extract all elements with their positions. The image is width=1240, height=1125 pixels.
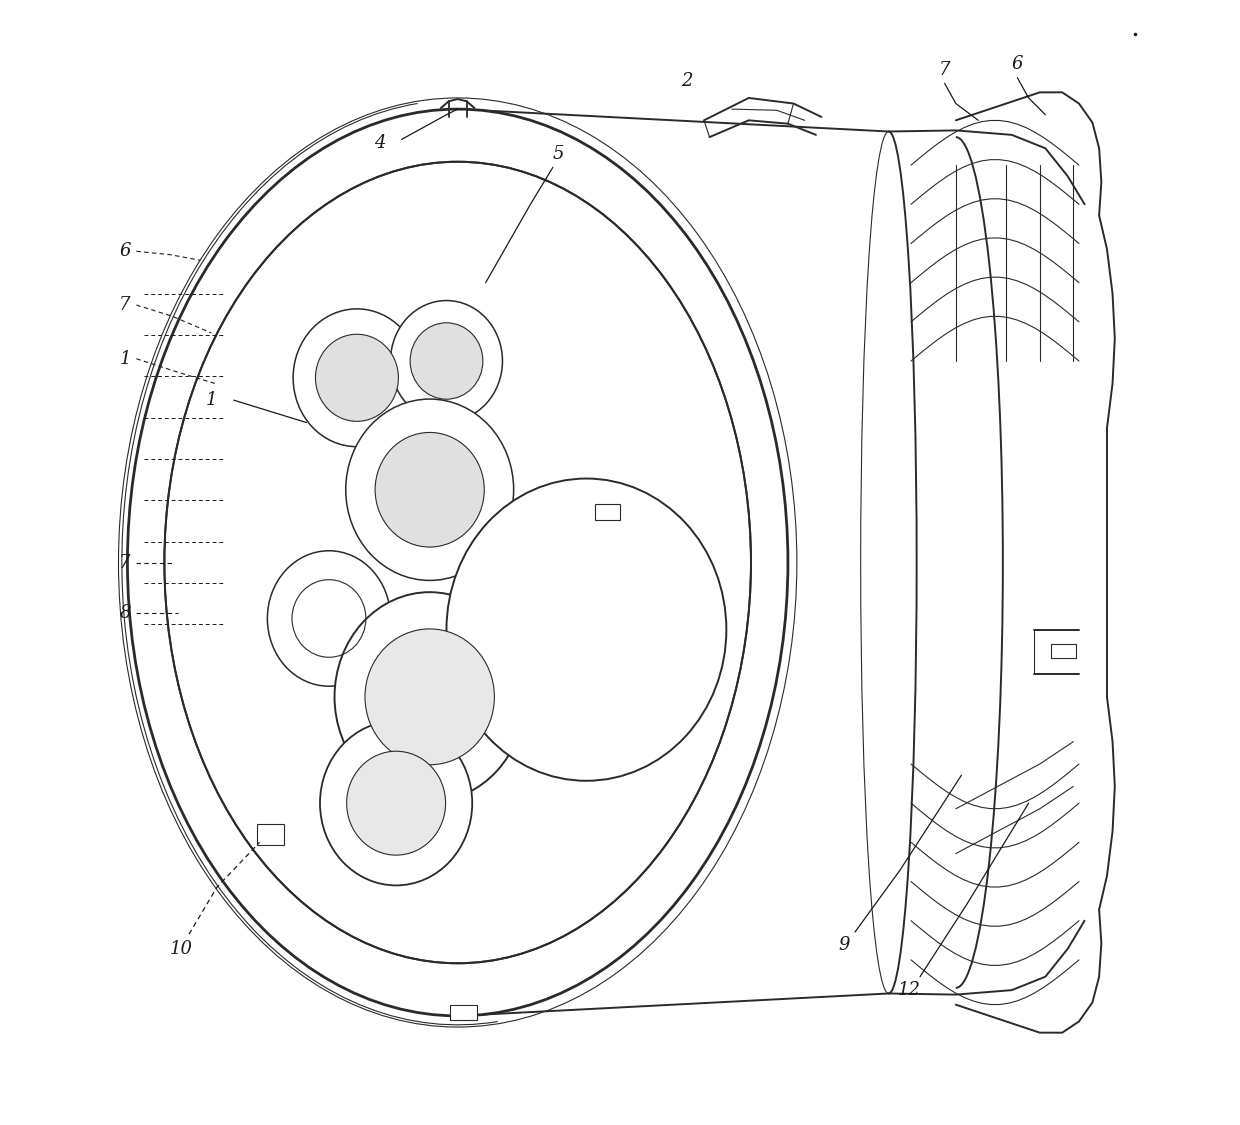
Text: 7: 7: [939, 61, 950, 79]
Text: 9: 9: [838, 936, 849, 954]
Text: 5: 5: [553, 145, 564, 163]
Text: 2: 2: [682, 72, 693, 90]
Ellipse shape: [347, 752, 445, 855]
Ellipse shape: [315, 334, 398, 422]
Ellipse shape: [391, 300, 502, 422]
Text: 7: 7: [119, 554, 130, 572]
Ellipse shape: [376, 432, 485, 547]
Bar: [450, 1005, 476, 1020]
Text: 6: 6: [1012, 55, 1023, 73]
Text: 12: 12: [898, 981, 920, 999]
Ellipse shape: [165, 162, 751, 963]
Bar: [257, 825, 284, 845]
Ellipse shape: [320, 721, 472, 885]
Text: 10: 10: [170, 939, 192, 957]
Ellipse shape: [446, 478, 727, 781]
Ellipse shape: [128, 109, 787, 1016]
Ellipse shape: [365, 629, 495, 765]
Ellipse shape: [268, 551, 391, 686]
Text: 7: 7: [119, 296, 130, 314]
Ellipse shape: [335, 592, 525, 801]
Text: 1: 1: [119, 350, 130, 368]
Ellipse shape: [346, 399, 513, 580]
Ellipse shape: [293, 309, 420, 447]
Ellipse shape: [410, 323, 482, 399]
Text: 1: 1: [206, 392, 217, 410]
Bar: [595, 504, 620, 520]
Text: 4: 4: [373, 134, 386, 152]
Text: 6: 6: [119, 242, 130, 260]
Bar: [1052, 645, 1075, 658]
Text: 8: 8: [119, 604, 130, 622]
